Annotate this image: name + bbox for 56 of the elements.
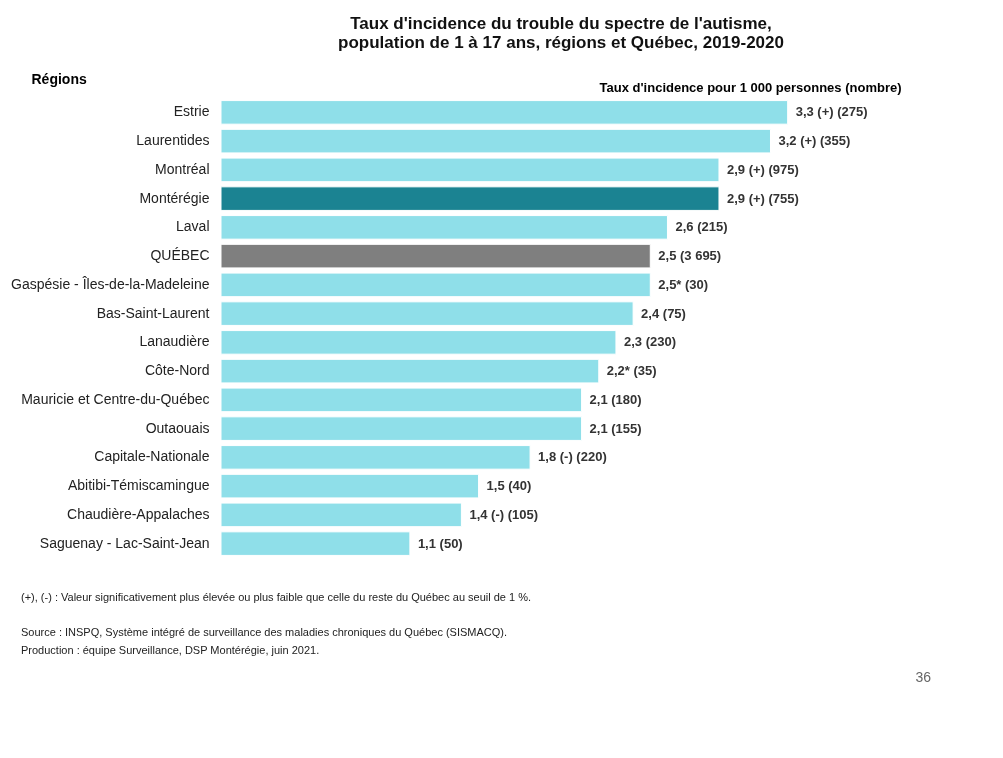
y-tick-label: Laval bbox=[176, 218, 210, 235]
data-label: 2,4 (75) bbox=[641, 305, 686, 321]
text: Taux d'incidence du trouble du spectre de l'autisme, bbox=[350, 14, 772, 33]
y-tick-label: Gaspésie - Îles-de-la-Madeleine bbox=[11, 275, 210, 292]
data-label: 1,4 (-) (105) bbox=[469, 506, 539, 522]
data-label: 3,2 (+) (355) bbox=[778, 133, 851, 149]
y-tick-label: Chaudière-Appalaches bbox=[67, 505, 210, 522]
bar bbox=[220, 157, 720, 183]
data-label: 1,5 (40) bbox=[486, 478, 532, 494]
data-label: 2,5* (30) bbox=[658, 276, 709, 292]
bar bbox=[220, 128, 771, 154]
y-tick-label: Bas-Saint-Laurent bbox=[96, 304, 210, 321]
data-label: 2,9 (+) (755) bbox=[726, 190, 799, 206]
y-tick-label: Capitale-Nationale bbox=[94, 448, 210, 465]
data-label: 2,5 (3 695) bbox=[658, 248, 722, 264]
data-label: 2,6 (215) bbox=[675, 219, 728, 235]
y-tick-label: Mauricie et Centre-du-Québec bbox=[21, 390, 210, 407]
data-label: 2,1 (180) bbox=[589, 391, 642, 407]
bar bbox=[220, 502, 462, 528]
y-tick-label: Abitibi-Témiscamingue bbox=[67, 477, 210, 494]
bar bbox=[220, 445, 531, 470]
y-tick-label: Montréal bbox=[155, 160, 210, 177]
y-tick-label: Montérégie bbox=[139, 189, 210, 206]
text: 36 bbox=[915, 669, 932, 685]
bar bbox=[220, 531, 411, 556]
source-note: Source : INSPQ, Système intégré de surveillance des maladies chroniques du Québec (SISMACQ). bbox=[21, 626, 508, 638]
bar bbox=[220, 243, 651, 269]
bar bbox=[220, 473, 480, 499]
bar bbox=[220, 416, 583, 441]
bar bbox=[220, 387, 583, 413]
y-tick-label: Estrie bbox=[173, 103, 210, 120]
data-label: 3,3 (+) (275) bbox=[795, 104, 868, 120]
bar bbox=[220, 215, 668, 240]
bar bbox=[220, 301, 634, 326]
y-axis-title: Régions bbox=[31, 70, 87, 87]
bar bbox=[220, 100, 789, 125]
y-tick-label: Lanaudière bbox=[139, 333, 210, 350]
y-tick-label: Laurentides bbox=[136, 132, 210, 149]
bar bbox=[220, 330, 617, 355]
data-label: 2,1 (155) bbox=[589, 420, 642, 436]
text: population de 1 à 17 ans, régions et Québec, 2019-2020 bbox=[338, 33, 784, 52]
data-label: 1,1 (50) bbox=[417, 535, 463, 551]
bar bbox=[220, 358, 600, 384]
x-axis-title: Taux d'incidence pour 1 000 personnes (nombre) bbox=[599, 79, 902, 95]
data-label: 2,2* (35) bbox=[606, 363, 657, 379]
data-label: 2,3 (230) bbox=[623, 334, 676, 350]
y-tick-label: Outaouais bbox=[145, 419, 210, 436]
bar bbox=[220, 272, 651, 298]
text: Production : équipe Surveillance, DSP Montérégie, juin 2021. bbox=[21, 644, 320, 656]
text: (+), (-) : Valeur significativement plus élevée ou plus faible que celle du reste du Québec au seuil de 1 %. bbox=[21, 591, 532, 603]
y-tick-label: Côte-Nord bbox=[144, 362, 210, 379]
y-tick-label: QUÉBEC bbox=[150, 247, 210, 264]
bar bbox=[220, 186, 720, 211]
y-tick-label: Saguenay - Lac-Saint-Jean bbox=[39, 534, 210, 551]
data-label: 1,8 (-) (220) bbox=[538, 449, 607, 465]
data-label: 2,9 (+) (975) bbox=[726, 161, 799, 177]
